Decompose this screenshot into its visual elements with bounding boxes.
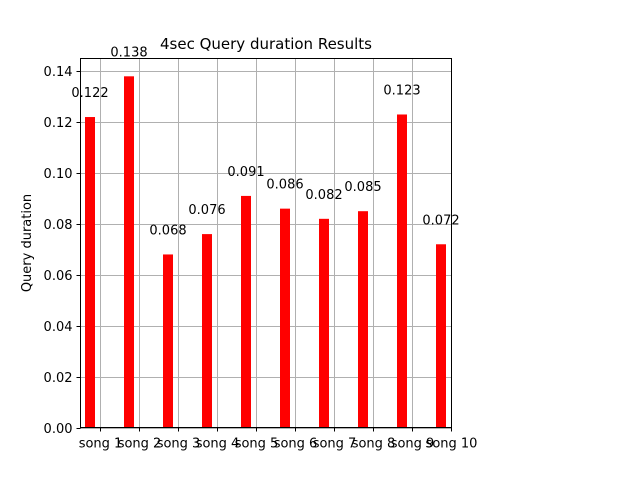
x-tick-label: song 3 — [157, 437, 201, 452]
data-label: 0.123 — [383, 83, 420, 98]
data-label: 0.086 — [266, 178, 303, 193]
x-tick-label: song 6 — [274, 437, 318, 452]
y-tick-label: 0.02 — [44, 371, 73, 386]
bar — [280, 208, 290, 428]
plot-frame — [80, 58, 452, 428]
data-label: 0.076 — [188, 203, 225, 218]
y-tick-label: 0.10 — [44, 167, 73, 182]
x-tick-label: song 1 — [79, 437, 123, 452]
x-tick-label: song 2 — [118, 437, 162, 452]
data-label: 0.091 — [227, 165, 264, 180]
bar — [358, 211, 368, 428]
bar — [124, 76, 134, 428]
y-tick-label: 0.14 — [44, 65, 73, 80]
x-tick-label: song 5 — [235, 437, 279, 452]
data-label: 0.072 — [422, 213, 459, 228]
y-tick-label: 0.12 — [44, 116, 73, 131]
bar — [397, 114, 407, 428]
x-tick-label: song 7 — [313, 437, 357, 452]
y-axis-label: Query duration — [20, 194, 35, 292]
x-tick-label: song 4 — [196, 437, 240, 452]
x-tick-label: song 9 — [391, 437, 435, 452]
x-tick-label: song 10 — [426, 437, 478, 452]
grid-lines — [80, 58, 452, 429]
data-label: 0.082 — [305, 188, 342, 203]
bar — [163, 254, 173, 428]
y-tick-label: 0.06 — [44, 269, 73, 284]
x-tick-label: song 8 — [352, 437, 396, 452]
bar — [241, 195, 251, 428]
y-tick-label: 0.04 — [44, 320, 73, 335]
chart-title: 4sec Query duration Results — [160, 35, 372, 53]
data-label: 0.068 — [149, 223, 186, 238]
bar — [202, 234, 212, 428]
data-label: 0.122 — [71, 86, 108, 101]
bar — [85, 117, 95, 428]
y-tick-label: 0.00 — [44, 422, 73, 437]
bar — [319, 218, 329, 428]
bars — [85, 76, 446, 428]
y-tick-label: 0.08 — [44, 218, 73, 233]
bar — [436, 244, 446, 428]
data-label: 0.085 — [344, 180, 381, 195]
data-label: 0.138 — [110, 45, 147, 60]
